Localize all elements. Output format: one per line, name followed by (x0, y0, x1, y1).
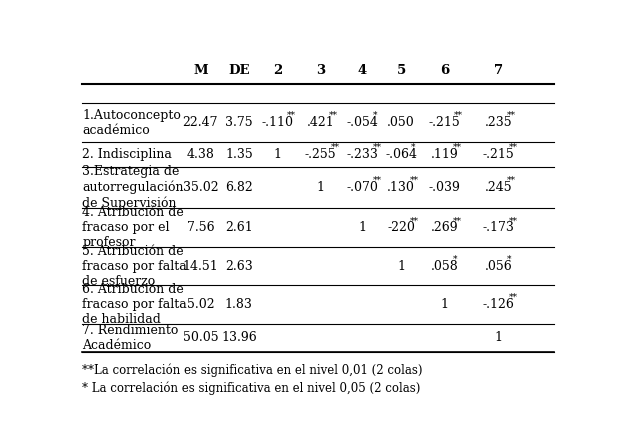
Text: **: ** (507, 111, 516, 120)
Text: 6. Atribución de
fracaso por falta
de habilidad: 6. Atribución de fracaso por falta de ha… (83, 283, 187, 326)
Text: DE: DE (228, 64, 250, 77)
Text: **: ** (330, 143, 340, 152)
Text: -.064: -.064 (385, 148, 417, 161)
Text: 35.02: 35.02 (183, 181, 218, 194)
Text: 3.75: 3.75 (225, 116, 253, 129)
Text: -220: -220 (387, 221, 415, 234)
Text: **: ** (453, 143, 462, 152)
Text: 1.Autoconcepto
académico: 1.Autoconcepto académico (83, 108, 181, 136)
Text: -.255: -.255 (305, 148, 337, 161)
Text: **: ** (288, 111, 296, 120)
Text: .119: .119 (430, 148, 458, 161)
Text: 5. Atribución de
fracaso por falta
de esfuerzo: 5. Atribución de fracaso por falta de es… (83, 244, 187, 288)
Text: .056: .056 (485, 260, 512, 273)
Text: 14.51: 14.51 (183, 260, 218, 273)
Text: **: ** (373, 176, 381, 185)
Text: 3: 3 (316, 64, 325, 77)
Text: *: * (453, 255, 457, 264)
Text: 13.96: 13.96 (221, 331, 256, 344)
Text: 6.82: 6.82 (225, 181, 253, 194)
Text: -.215: -.215 (483, 148, 515, 161)
Text: 2. Indisciplina: 2. Indisciplina (83, 148, 172, 161)
Text: 7: 7 (494, 64, 503, 77)
Text: .421: .421 (307, 116, 335, 129)
Text: 7. Rendimiento
Académico: 7. Rendimiento Académico (83, 324, 179, 352)
Text: **: ** (409, 216, 419, 225)
Text: 2.61: 2.61 (225, 221, 253, 234)
Text: *: * (373, 111, 377, 120)
Text: **: ** (329, 111, 338, 120)
Text: 5.02: 5.02 (186, 298, 214, 311)
Text: 1: 1 (358, 221, 366, 234)
Text: 22.47: 22.47 (183, 116, 218, 129)
Text: **: ** (509, 143, 518, 152)
Text: 50.05: 50.05 (183, 331, 218, 344)
Text: 1.83: 1.83 (225, 298, 253, 311)
Text: 7.56: 7.56 (186, 221, 214, 234)
Text: 6: 6 (440, 64, 449, 77)
Text: -.173: -.173 (483, 221, 515, 234)
Text: -.110: -.110 (261, 116, 293, 129)
Text: **: ** (409, 176, 419, 185)
Text: 1: 1 (273, 148, 281, 161)
Text: -.039: -.039 (428, 181, 460, 194)
Text: * La correlación es significativa en el nivel 0,05 (2 colas): * La correlación es significativa en el … (83, 382, 421, 395)
Text: 1: 1 (440, 298, 448, 311)
Text: -.054: -.054 (347, 116, 378, 129)
Text: 4.38: 4.38 (186, 148, 214, 161)
Text: .235: .235 (485, 116, 512, 129)
Text: 1.35: 1.35 (225, 148, 253, 161)
Text: -.126: -.126 (483, 298, 515, 311)
Text: .130: .130 (387, 181, 415, 194)
Text: 1: 1 (495, 331, 503, 344)
Text: 1: 1 (317, 181, 325, 194)
Text: **: ** (507, 176, 516, 185)
Text: -.215: -.215 (428, 116, 460, 129)
Text: 4: 4 (358, 64, 367, 77)
Text: *: * (411, 143, 415, 152)
Text: **: ** (509, 216, 518, 225)
Text: *: * (507, 255, 512, 264)
Text: .058: .058 (430, 260, 458, 273)
Text: 1: 1 (397, 260, 405, 273)
Text: **: ** (509, 293, 518, 302)
Text: 4. Atribución de
fracaso por el
profesor: 4. Atribución de fracaso por el profesor (83, 206, 184, 249)
Text: **: ** (454, 111, 463, 120)
Text: -.233: -.233 (347, 148, 378, 161)
Text: -.070: -.070 (347, 181, 378, 194)
Text: **La correlación es significativa en el nivel 0,01 (2 colas): **La correlación es significativa en el … (83, 364, 423, 377)
Text: **: ** (373, 143, 381, 152)
Text: 3.Estrategia de
autorregulación
de Supervisión: 3.Estrategia de autorregulación de Super… (83, 165, 184, 210)
Text: .245: .245 (485, 181, 512, 194)
Text: .050: .050 (387, 116, 415, 129)
Text: M: M (193, 64, 207, 77)
Text: **: ** (453, 216, 462, 225)
Text: 2.63: 2.63 (225, 260, 253, 273)
Text: .269: .269 (430, 221, 458, 234)
Text: 2: 2 (273, 64, 282, 77)
Text: 5: 5 (396, 64, 406, 77)
